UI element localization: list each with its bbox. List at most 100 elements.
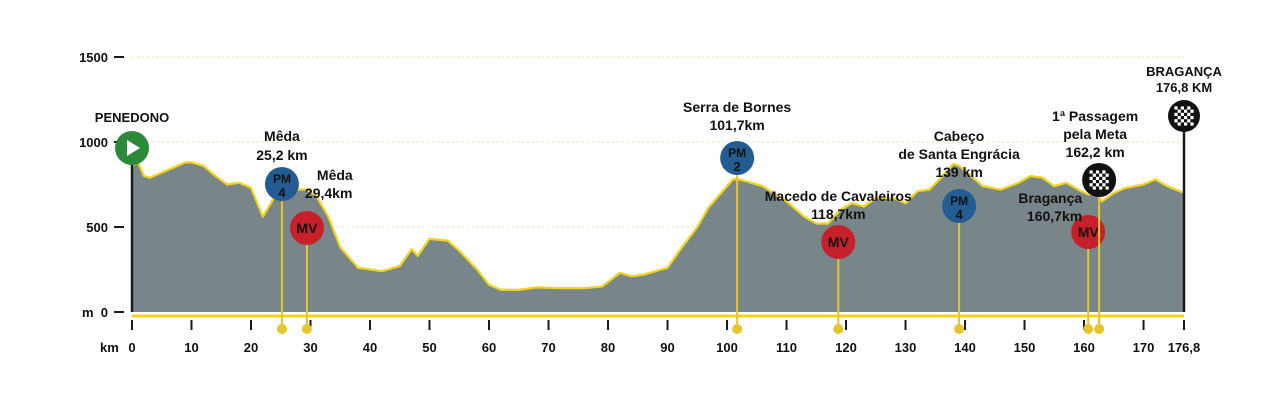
finish-checker-square (1187, 119, 1191, 123)
y-unit-label: m (82, 305, 94, 320)
x-tick-label-60: 60 (482, 340, 496, 355)
finish-checker-square (1177, 122, 1181, 126)
passage-checker-square (1102, 170, 1106, 174)
finish-km-label: 176,8 KM (1156, 80, 1212, 95)
finish-checker-square (1174, 106, 1178, 110)
passage-checker-square (1105, 186, 1109, 190)
finish-checker-square (1184, 122, 1188, 126)
x-tick-label-110: 110 (776, 340, 797, 355)
x-tick-label-40: 40 (363, 340, 377, 355)
marker-6-dot (1083, 324, 1094, 334)
x-tick-label-10: 10 (184, 340, 198, 355)
passage-name-line-0: 1ª Passagem (1052, 108, 1138, 124)
marker-5-name-line-1: de Santa Engrácia (898, 146, 1020, 162)
passage-checker-square (1099, 173, 1103, 177)
marker-3-badge-text: PM (728, 146, 746, 160)
x-tick-label-30: 30 (303, 340, 317, 355)
finish-checker-square (1187, 106, 1191, 110)
start-name-label: PENEDONO (95, 110, 169, 125)
passage-checker-square (1099, 186, 1103, 190)
passage-checker-square (1102, 176, 1106, 180)
passage-checker-square (1105, 173, 1109, 177)
passage-checker-square (1099, 180, 1103, 184)
marker-1-dot (276, 324, 287, 334)
marker-6-km-label: 160,7km (1027, 208, 1082, 224)
finish-checker-square (1187, 112, 1191, 116)
marker-6-name-label: Bragança (1018, 190, 1082, 206)
passage-checker-square (1092, 186, 1096, 190)
marker-4-km-label: 118,7km (811, 206, 866, 222)
marker-4-dot (833, 324, 844, 334)
marker-7-dot (1094, 324, 1105, 334)
marker-6-badge-text: MV (1078, 224, 1100, 240)
passage-checker-square (1089, 170, 1093, 174)
finish-checker-square (1190, 109, 1194, 113)
y-tick-label-0: 0 (101, 305, 108, 320)
marker-4-badge-text: MV (828, 234, 850, 250)
profile-area (132, 162, 1184, 312)
x-tick-label-80: 80 (601, 340, 615, 355)
finish-checker-square (1174, 112, 1178, 116)
x-tick-label-70: 70 (541, 340, 555, 355)
marker-3-climb-badge (720, 141, 755, 175)
finish-checker-square (1184, 116, 1188, 120)
marker-1-badge-text: PM (273, 172, 291, 186)
marker-1-climb-badge (264, 167, 299, 201)
marker-5-name-line-0: Cabeço (934, 128, 985, 144)
x-tick-label-176,8: 176,8 (1168, 340, 1201, 355)
marker-1-category-text: 4 (278, 185, 286, 200)
passage-checker-square (1095, 176, 1100, 180)
finish-checker-square (1177, 116, 1181, 120)
x-tick-label-20: 20 (244, 340, 258, 355)
start-play-icon (127, 140, 140, 156)
y-tick-label-1000: 1000 (79, 135, 108, 150)
marker-2-dot (301, 324, 312, 334)
marker-5-badge-text: PM (950, 194, 968, 208)
x-tick-label-170: 170 (1133, 340, 1155, 355)
passage-checker-square (1092, 173, 1096, 177)
x-tick-label-100: 100 (716, 340, 738, 355)
x-tick-label-90: 90 (660, 340, 674, 355)
passage-checker-square (1095, 183, 1100, 187)
marker-2-km-label: 29,4km (305, 185, 352, 201)
finish-checker-square (1180, 112, 1184, 116)
finish-name-label: BRAGANÇA (1146, 64, 1222, 79)
passage-name-line-1: pela Meta (1063, 126, 1127, 142)
profile-edge-line (131, 161, 1185, 291)
finish-checker-square (1180, 106, 1184, 110)
marker-5-category-text: 4 (955, 207, 963, 222)
finish-checker-square (1174, 119, 1178, 123)
x-tick-label-50: 50 (422, 340, 436, 355)
finish-checker-square (1184, 109, 1188, 113)
y-tick-label-1500: 1500 (79, 50, 108, 65)
finish-checker-square (1190, 122, 1194, 126)
marker-1-km-label: 25,2 km (256, 147, 307, 163)
marker-4-sprint-badge (821, 225, 856, 259)
passage-checker-square (1092, 180, 1096, 184)
x-tick-label-130: 130 (895, 340, 917, 355)
x-tick-label-120: 120 (835, 340, 857, 355)
marker-4-name-label: Macedo de Cavaleiros (765, 188, 912, 204)
marker-2-name-label: Mêda (317, 167, 353, 183)
marker-3-km-label: 101,7km (709, 117, 764, 133)
marker-2-badge-text: MV (296, 220, 318, 236)
marker-3-category-text: 2 (734, 159, 741, 174)
x-tick-label-150: 150 (1014, 340, 1036, 355)
passage-checker-square (1105, 180, 1109, 184)
finish-checker-square (1190, 116, 1194, 120)
marker-5-km-label: 139 km (935, 164, 982, 180)
passage-checker-square (1102, 183, 1106, 187)
marker-3-dot (732, 324, 743, 334)
marker-2-sprint-badge (289, 211, 324, 245)
passage-km-label: 162,2 km (1066, 144, 1125, 160)
marker-5-dot (954, 324, 965, 334)
finish-checker-square (1177, 109, 1181, 113)
marker-1-name-line-0: Mêda (264, 128, 300, 144)
passage-checker-square (1095, 170, 1100, 174)
finish-checker-square (1180, 119, 1184, 123)
y-tick-label-500: 500 (86, 220, 108, 235)
passage-checker-square (1089, 183, 1093, 187)
passage-checker-square (1089, 176, 1093, 180)
